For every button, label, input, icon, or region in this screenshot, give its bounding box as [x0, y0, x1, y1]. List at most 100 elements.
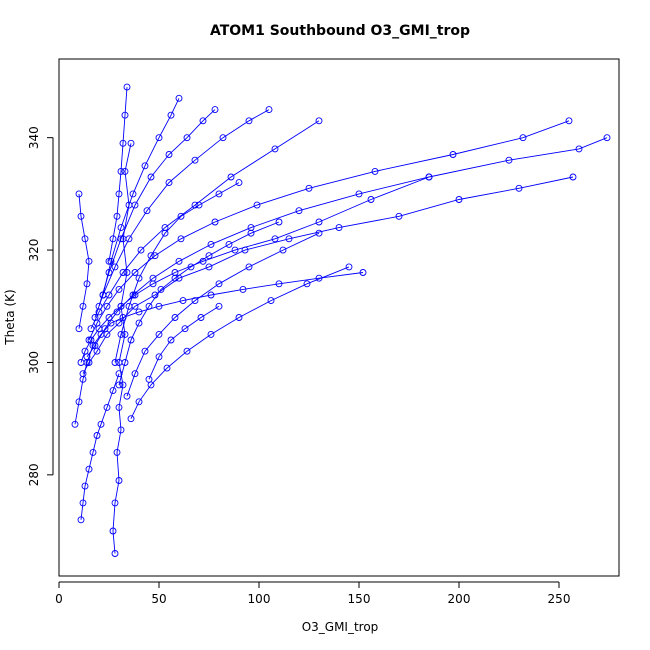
data-point	[115, 319, 123, 327]
data-point	[135, 308, 143, 316]
data-point	[215, 190, 223, 198]
data-point	[177, 212, 185, 220]
data-point	[141, 347, 149, 355]
data-point	[157, 285, 165, 293]
series-18	[75, 190, 93, 333]
data-point	[603, 134, 611, 142]
data-point	[569, 173, 577, 181]
data-point	[205, 252, 213, 260]
data-point	[101, 325, 109, 333]
series-14	[115, 218, 283, 389]
data-point	[79, 499, 87, 507]
data-point	[149, 274, 157, 282]
data-point	[207, 240, 215, 248]
data-point	[75, 190, 83, 198]
data-point	[167, 111, 175, 119]
data-point	[395, 212, 403, 220]
series-11	[99, 94, 183, 299]
data-point	[131, 291, 139, 299]
series-13	[111, 179, 243, 366]
data-point	[175, 94, 183, 102]
data-point	[271, 235, 279, 243]
data-point	[143, 207, 151, 215]
data-point	[103, 302, 111, 310]
data-point	[113, 448, 121, 456]
data-point	[135, 274, 143, 282]
data-point	[75, 398, 83, 406]
data-point	[315, 229, 323, 237]
series-2	[77, 370, 123, 524]
data-point	[505, 156, 513, 164]
data-point	[241, 246, 249, 254]
data-point	[131, 269, 139, 276]
data-point	[165, 151, 173, 158]
data-point	[305, 184, 313, 192]
data-point	[113, 308, 121, 316]
data-point	[247, 229, 255, 237]
data-point	[111, 550, 119, 557]
series-line	[126, 232, 320, 397]
data-point	[167, 336, 175, 344]
series-line	[80, 373, 120, 520]
data-point	[117, 224, 125, 232]
data-point	[85, 465, 93, 473]
series-line	[86, 137, 608, 358]
data-point	[81, 235, 89, 243]
data-point	[171, 314, 179, 321]
data-point	[235, 314, 243, 321]
data-point	[75, 325, 83, 333]
y-axis-label: Theta (K)	[3, 289, 17, 345]
data-point	[107, 257, 115, 265]
data-point	[155, 134, 163, 142]
data-point	[125, 235, 133, 243]
data-point	[199, 117, 207, 125]
data-point	[371, 167, 379, 175]
data-point	[285, 235, 293, 243]
data-point	[345, 263, 353, 271]
data-point	[121, 167, 129, 175]
data-point	[187, 263, 195, 271]
data-point	[111, 263, 119, 271]
data-point	[83, 353, 91, 361]
data-point	[117, 167, 125, 175]
x-tick-label: 100	[248, 592, 271, 606]
series-12	[105, 83, 131, 265]
plot-area	[71, 83, 611, 557]
data-point	[117, 426, 125, 434]
data-point	[91, 314, 99, 321]
data-point	[129, 190, 137, 198]
data-point	[151, 252, 159, 260]
data-point	[95, 302, 103, 310]
data-point	[315, 117, 323, 125]
data-point	[103, 403, 111, 411]
data-point	[115, 403, 123, 411]
data-point	[239, 285, 247, 293]
data-point	[121, 359, 129, 366]
data-point	[111, 499, 119, 507]
data-point	[519, 134, 527, 142]
data-point	[179, 297, 187, 305]
y-tick-label: 300	[27, 351, 41, 374]
data-point	[195, 201, 203, 209]
data-point	[87, 325, 95, 333]
series-7	[85, 117, 573, 344]
data-point	[115, 285, 123, 293]
data-point	[205, 263, 213, 271]
x-axis-label: O3_GMI_trop	[302, 620, 379, 634]
data-point	[129, 291, 137, 299]
data-point	[135, 398, 143, 406]
data-point	[275, 218, 283, 226]
data-point	[127, 139, 135, 147]
data-point	[211, 218, 219, 226]
data-point	[85, 257, 93, 265]
series-1	[109, 139, 135, 557]
data-point	[131, 201, 139, 209]
data-point	[147, 173, 155, 181]
data-point	[155, 353, 163, 361]
data-point	[123, 269, 131, 276]
data-point	[253, 201, 261, 209]
y-axis: 280 300 320 340	[27, 126, 54, 486]
data-point	[367, 196, 375, 203]
series-8	[87, 117, 323, 333]
series-10	[95, 106, 219, 310]
